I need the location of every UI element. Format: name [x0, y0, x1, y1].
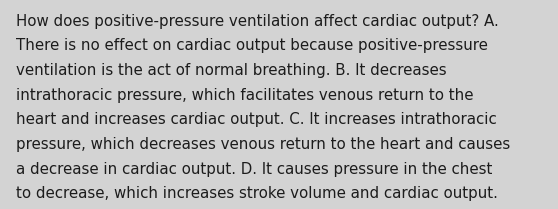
Text: ventilation is the act of normal breathing. B. It decreases: ventilation is the act of normal breathi… — [16, 63, 446, 78]
Text: How does positive-pressure ventilation affect cardiac output? A.: How does positive-pressure ventilation a… — [16, 14, 498, 29]
Text: a decrease in cardiac output. D. It causes pressure in the chest: a decrease in cardiac output. D. It caus… — [16, 162, 492, 177]
Text: intrathoracic pressure, which facilitates venous return to the: intrathoracic pressure, which facilitate… — [16, 88, 473, 103]
Text: pressure, which decreases venous return to the heart and causes: pressure, which decreases venous return … — [16, 137, 510, 152]
Text: There is no effect on cardiac output because positive-pressure: There is no effect on cardiac output bec… — [16, 38, 488, 53]
Text: to decrease, which increases stroke volume and cardiac output.: to decrease, which increases stroke volu… — [16, 186, 498, 201]
Text: heart and increases cardiac output. C. It increases intrathoracic: heart and increases cardiac output. C. I… — [16, 112, 497, 127]
